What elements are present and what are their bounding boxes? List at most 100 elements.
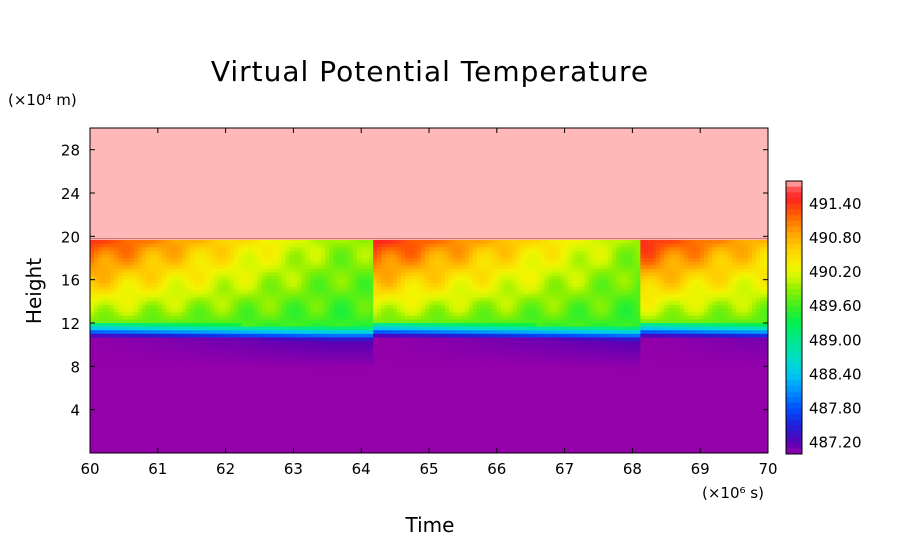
heatmap-cell [121,167,127,172]
heatmap-cell [93,239,99,245]
heatmap-cell [229,290,235,295]
heatmap-cell [153,174,159,180]
heatmap-cell [269,146,275,151]
heatmap-cell [129,420,135,425]
heatmap-cell [257,351,263,357]
heatmap-cell [121,247,127,252]
heatmap-cell [197,323,203,328]
heatmap-cell [125,369,131,375]
heatmap-cell [249,174,255,180]
heatmap-cell [293,193,298,198]
heatmap-cell [237,333,243,339]
heatmap-cell [157,200,163,205]
heatmap-cell [169,279,175,284]
heatmap-cell [281,128,287,133]
heatmap-cell [173,362,179,367]
heatmap-cell [181,225,187,230]
heatmap-cell [125,427,131,432]
heatmap-cell [297,442,302,447]
heatmap-cell [217,351,223,357]
heatmap-cell [241,431,247,436]
heatmap-cell [221,185,227,190]
heatmap-cell [153,128,159,133]
heatmap-cell [225,297,231,302]
heatmap-cell [309,229,314,234]
heatmap-cell [129,312,135,317]
heatmap-cell [273,449,279,453]
heatmap-cell [145,218,151,223]
heatmap-cell [253,308,259,313]
heatmap-cell [229,438,235,443]
heatmap-cell [193,131,199,136]
heatmap-cell [241,297,247,302]
heatmap-cell [217,445,223,450]
heatmap-cell [265,167,271,172]
heatmap-cell [293,304,298,310]
heatmap-cell [241,203,247,209]
heatmap-cell [105,146,111,151]
heatmap-cell [261,319,267,324]
heatmap-cell [281,384,287,389]
heatmap-cell [273,301,279,306]
heatmap-cell [157,362,163,367]
heatmap-cell [237,258,243,263]
heatmap-cell [137,326,143,331]
heatmap-cell [109,276,115,281]
heatmap-cell [229,431,235,436]
heatmap-cell [229,211,235,216]
heatmap-cell [281,254,287,259]
heatmap-cell [277,268,283,274]
heatmap-cell [261,294,267,299]
heatmap-cell [205,391,211,396]
heatmap-cell [289,424,294,429]
heatmap-cell [217,283,223,288]
heatmap-cell [241,221,247,227]
heatmap-cell [269,149,275,154]
heatmap-cell [201,272,207,277]
heatmap-cell [257,221,263,227]
heatmap-cell [257,276,263,281]
heatmap-cell [261,203,267,209]
heatmap-cell [90,312,95,317]
heatmap-cell [281,200,287,205]
heatmap-cell [297,359,302,364]
heatmap-cell [145,416,151,422]
heatmap-cell [237,279,243,284]
heatmap-cell [269,373,275,378]
heatmap-cell [169,221,175,227]
heatmap-cell [101,348,107,353]
heatmap-cell [93,420,99,425]
heatmap-cell [281,315,287,320]
heatmap-cell [233,402,239,407]
heatmap-cell [249,344,255,349]
heatmap-cell [221,438,227,443]
heatmap-cell [90,315,95,320]
heatmap-cell [117,146,123,151]
heatmap-cell [137,333,143,339]
heatmap-cell [133,297,139,302]
heatmap-cell [241,427,247,432]
heatmap-cell [305,344,310,349]
heatmap-cell [161,135,167,140]
heatmap-cell [157,182,163,187]
heatmap-cell [289,261,294,266]
heatmap-cell [297,167,302,172]
heatmap-cell [309,232,314,237]
heatmap-cell [209,351,215,357]
heatmap-cell [90,409,95,414]
heatmap-cell [185,182,191,187]
heatmap-cell [93,319,99,324]
heatmap-cell [193,384,199,389]
heatmap-cell [301,366,306,371]
heatmap-cell [121,406,127,411]
heatmap-cell [293,431,298,436]
heatmap-cell [105,265,111,270]
heatmap-cell [241,128,247,133]
heatmap-cell [185,290,191,295]
heatmap-cell [305,211,310,216]
heatmap-cell [189,279,195,284]
heatmap-cell [113,261,119,266]
heatmap-cell [117,247,123,252]
heatmap-cell [245,272,251,277]
heatmap-cell [153,283,159,288]
